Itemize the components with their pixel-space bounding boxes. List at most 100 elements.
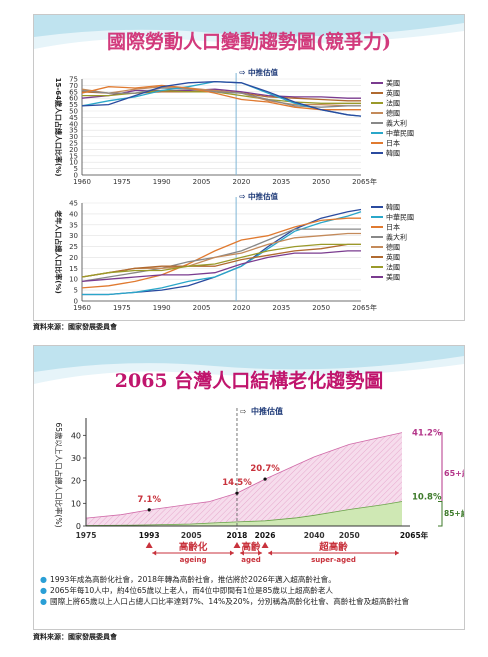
bullet-icon: ● — [40, 575, 47, 584]
taiwan-aging-chart: 0 10 20 30 40 1975 1993 2005 2018 2026 2040 2050 206… — [54, 406, 464, 564]
x-tick-label: 2065 — [352, 304, 370, 312]
x-tick-label: 2005 — [181, 531, 202, 540]
stage-label: 高齡 — [242, 541, 262, 553]
legend-entry: 法國 — [386, 263, 400, 272]
x-tick-label: 2020 — [233, 178, 251, 186]
data-label: 41.2% — [412, 429, 442, 439]
y-tick-label: 35 — [69, 221, 78, 229]
data-label: 20.7% — [250, 464, 280, 474]
bullet-icon: ● — [40, 597, 47, 606]
x-tick-label: 1975 — [76, 531, 97, 540]
key-points-list: ● 1993年成為高齡化社會，2018年轉為高齡社會，推估將於2026年邁入超高齡… — [40, 574, 460, 607]
x-tick-label: 2050 — [312, 178, 330, 186]
y-tick-label: 40 — [71, 431, 81, 440]
stage-arrowhead-right-icon — [258, 550, 263, 556]
key-point: ● 1993年成為高齡化社會，2018年轉為高齡社會，推估將於2026年邁入超高齡… — [40, 574, 460, 585]
series-line — [81, 243, 361, 278]
y-tick-label: 50 — [69, 108, 78, 116]
estimate-label: ⇨ 中推估值 — [239, 67, 278, 77]
y-tick-label: 15 — [69, 152, 78, 160]
y-tick-label: 5 — [74, 165, 78, 173]
x-unit-label: 年 — [370, 303, 377, 312]
stage-arrowhead-right-icon — [395, 550, 399, 556]
legend-entry: 韓國 — [386, 203, 400, 212]
stage-arrowhead-left-icon — [239, 550, 244, 556]
x-tick-label: 1960 — [73, 304, 91, 312]
x-unit-label: 年 — [370, 177, 377, 186]
x-tick-label: 2050 — [339, 531, 360, 540]
slide1-source: 資料來源：國家發展委員會 — [33, 323, 117, 331]
key-point-text: 國際上將65歲以上人口占總人口比率達到7%、14%及20%，分別稱為高齡化社會、… — [50, 597, 410, 606]
y-tick-label: 10 — [69, 276, 78, 284]
legend-entry: 日本 — [386, 139, 400, 148]
data-label: 14.5% — [222, 478, 252, 488]
y-tick-label: 0 — [74, 172, 78, 180]
legend-entry: 德國 — [386, 109, 400, 118]
legend-entry: 義大利 — [386, 233, 407, 242]
y-tick-label: 45 — [69, 114, 78, 122]
y-tick-label: 25 — [69, 243, 78, 251]
y-tick-label: 0 — [74, 298, 78, 306]
y-tick-label: 5 — [74, 287, 78, 295]
y-tick-label: 60 — [69, 95, 78, 103]
key-point: ● 國際上將65歲以上人口占總人口比率達到7%、14%及20%，分別稱為高齡化社會… — [40, 596, 460, 607]
series-line-85-plus — [85, 501, 403, 526]
bracket-85-plus — [438, 501, 443, 527]
legend-entry: 美國 — [386, 79, 400, 88]
key-point-text: 1993年成為高齡化社會，2018年轉為高齡社會，推估將於2026年邁入超高齡社… — [50, 575, 336, 584]
x-tick-label: 2040 — [304, 531, 325, 540]
estimate-label: ⇨ 中推估值 — [239, 191, 278, 201]
data-label: 10.8% — [412, 493, 442, 503]
x-tick-label: 2035 — [272, 304, 290, 312]
data-point-marker — [147, 508, 151, 512]
bullet-icon: ● — [40, 586, 47, 595]
x-tick-label: 2026 — [255, 531, 276, 540]
series-line — [81, 228, 361, 283]
y-tick-label: 35 — [69, 127, 78, 135]
y-tick-label: 65 — [69, 88, 78, 96]
series-line — [81, 250, 361, 283]
x-tick-label: 1993 — [139, 531, 160, 540]
estimate-label: 中推估值 — [251, 406, 283, 416]
x-tick-label: 2065 — [352, 178, 370, 186]
legend-entry: 英國 — [386, 89, 400, 98]
slide2-source: 資料來源：國家發展委員會 — [33, 633, 117, 641]
y-tick-label: 30 — [71, 454, 81, 463]
slide1-title: 國際勞動人口變動趨勢圖(競爭力) — [107, 31, 391, 53]
stage-arrowhead-left-icon — [268, 550, 273, 556]
x-tick-label: 2005 — [193, 304, 211, 312]
y-tick-label: 55 — [69, 101, 78, 109]
y-tick-label: 20 — [71, 477, 81, 486]
slide2-background — [34, 346, 464, 384]
slide-international-workforce: 國際勞動人口變動趨勢圖(競爭力) 0 5 10 15 20 25 30 35 40 45 50 55 6… — [33, 14, 465, 321]
y-tick-label: 15 — [69, 265, 78, 273]
key-point-text: 2065年每10人中，約4位65歲以上老人，而4位中即間有1位是85歲以上超高齡… — [50, 586, 334, 595]
area-85-plus — [86, 501, 402, 526]
legend-entry: 英國 — [386, 253, 400, 262]
y-axis-label: 15-64歲人口占總人口比率(%) — [54, 78, 63, 177]
series-line — [81, 243, 361, 278]
key-point: ● 2065年每10人中，約4位65歲以上老人，而4位中即間有1位是85歲以上超高… — [40, 585, 460, 596]
slide2-title: 2065 台灣人口結構老化趨勢圖 — [114, 370, 384, 392]
x-tick-label: 1960 — [73, 178, 91, 186]
threshold-marker-icon — [145, 542, 153, 548]
legend-entry: 中華民國 — [386, 213, 414, 222]
y-tick-label: 10 — [69, 159, 78, 167]
bracket-label-65-plus: 65+歲 — [444, 468, 464, 478]
legend-entry: 中華民國 — [386, 129, 414, 138]
x-tick-label: 2050 — [312, 304, 330, 312]
x-tick-label: 1975 — [113, 178, 131, 186]
y-tick-label: 40 — [69, 120, 78, 128]
y-tick-label: 75 — [69, 76, 78, 84]
legend-entry: 日本 — [386, 223, 400, 232]
series-line — [81, 87, 361, 108]
series-line — [81, 84, 361, 111]
x-tick-label: 1990 — [153, 178, 171, 186]
y-axis-label: 65歲以上人口占總人口比率(%) — [54, 422, 64, 527]
legend-entry: 美國 — [386, 273, 400, 282]
threshold-marker-icon — [233, 542, 241, 548]
stage-arrowhead-left-icon — [152, 550, 157, 556]
legend-entry: 法國 — [386, 99, 400, 108]
stage-arrowhead-right-icon — [229, 550, 234, 556]
